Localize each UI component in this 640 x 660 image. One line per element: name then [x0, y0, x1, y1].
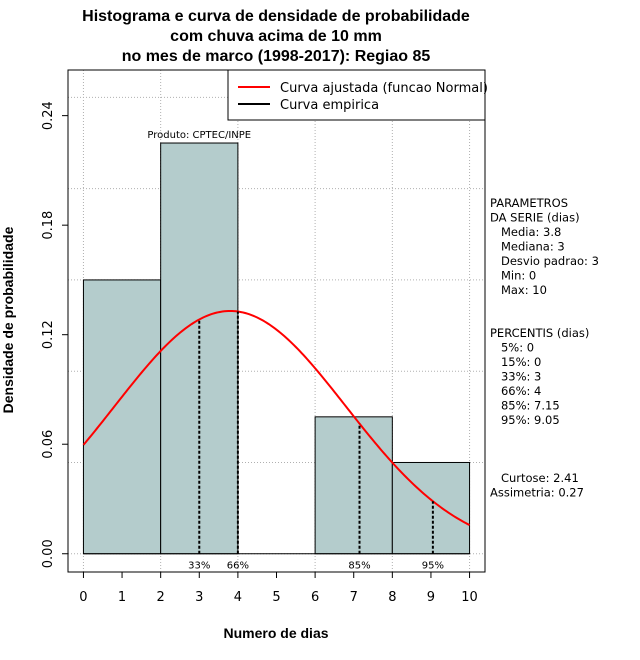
percentile-marker-label: 66% — [227, 561, 249, 572]
x-tick-label: 5 — [272, 590, 280, 605]
percentis-line: 5%: 0 — [490, 341, 534, 355]
histogram-bar — [314, 416, 393, 555]
percentis-line: 95%: 9.05 — [490, 413, 560, 427]
title-line: no mes de marco (1998-2017): Regiao 85 — [122, 48, 431, 65]
product-annotation: Produto: CPTEC/INPE — [147, 130, 251, 141]
percentile-marker-label: 95% — [422, 561, 444, 572]
x-tick-label: 7 — [350, 590, 358, 605]
legend: Curva ajustada (funcao Normal) Curva empi… — [227, 69, 488, 121]
params-line: DA SERIE (dias) — [490, 211, 580, 225]
x-tick-label: 10 — [461, 590, 478, 605]
y-axis-title: Densidade de probabilidade — [0, 226, 16, 413]
histogram-bar — [82, 279, 162, 555]
x-tick-label: 3 — [195, 590, 203, 605]
title-line: Histograma e curva de densidade de proba… — [82, 8, 470, 25]
normal-curve — [82, 309, 471, 526]
percentis-line: PERCENTIS (dias) — [490, 326, 589, 340]
y-tick-label: 0.00 — [41, 539, 56, 568]
percentile-marker-label: 85% — [348, 561, 370, 572]
x-tick-label: 1 — [118, 590, 126, 605]
params-line: Min: 0 — [490, 269, 536, 283]
percentis-line: 85%: 7.15 — [490, 399, 560, 413]
percentis-line: 66%: 4 — [490, 384, 541, 398]
legend-entry: Curva empirica — [280, 98, 379, 113]
x-tick-label: 9 — [427, 590, 435, 605]
x-tick-label: 6 — [311, 590, 319, 605]
x-tick-label: 2 — [157, 590, 165, 605]
y-tick-label: 0.24 — [41, 101, 56, 130]
percentile-marker-label: 33% — [188, 561, 210, 572]
percentis-line: 15%: 0 — [490, 355, 541, 369]
params-line: Mediana: 3 — [490, 240, 565, 254]
stats-line: Assimetria: 0.27 — [490, 486, 584, 500]
y-tick-label: 0.06 — [41, 430, 56, 459]
histogram-bar — [391, 461, 471, 555]
params-line: Max: 10 — [490, 283, 547, 297]
legend-entry: Curva ajustada (funcao Normal) — [280, 81, 488, 96]
histogram-bars: Produto: CPTEC/INPE — [82, 130, 471, 555]
x-axis-title: Numero de dias — [223, 625, 328, 641]
stats-line: Curtose: 2.41 — [490, 471, 579, 485]
y-tick-label: 0.18 — [41, 211, 56, 240]
percentis-line: 33%: 3 — [490, 370, 541, 384]
legend-box — [227, 69, 486, 121]
chart-title: Histograma e curva de densidade de proba… — [82, 8, 470, 65]
params-line: Media: 3.8 — [490, 225, 561, 239]
x-tick-label: 8 — [388, 590, 396, 605]
x-tick-label: 4 — [234, 590, 242, 605]
percentile-markers: 33% 66% 85% 95% — [188, 311, 444, 572]
params-line: Desvio padrao: 3 — [490, 254, 599, 268]
axes: 0 1 2 3 4 5 6 7 8 9 10 0.00 0.06 0.12 0.18 0.24 Numero d… — [0, 101, 478, 641]
normal-curve-layer — [82, 309, 471, 526]
params-line: PARAMETROS — [490, 196, 568, 210]
x-tick-label: 0 — [79, 590, 87, 605]
y-tick-label: 0.12 — [41, 320, 56, 349]
title-line: com chuva acima de 10 mm — [170, 28, 382, 45]
